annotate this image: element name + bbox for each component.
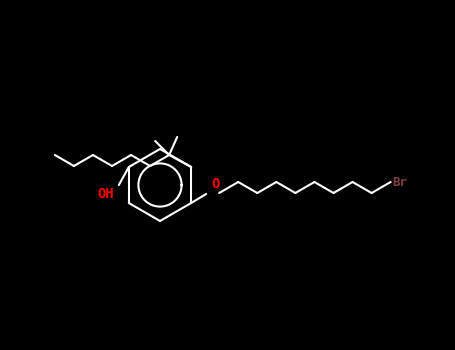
Text: O: O: [211, 177, 220, 191]
Text: OH: OH: [97, 187, 114, 201]
Text: Br: Br: [393, 175, 408, 189]
